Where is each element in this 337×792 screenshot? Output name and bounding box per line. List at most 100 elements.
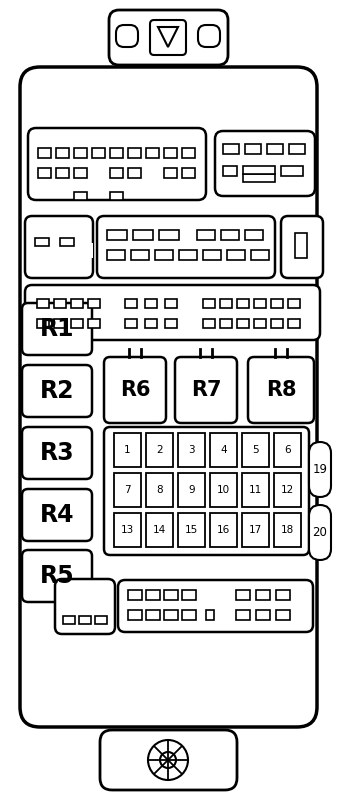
Bar [37,319,49,328]
FancyBboxPatch shape [118,580,313,632]
Bar [203,250,221,260]
Bar [145,299,157,308]
Bar [131,250,149,260]
Bar [88,299,100,308]
Text: 8: 8 [156,485,163,495]
Bar [71,319,83,328]
Bar [110,168,123,178]
Bar [71,299,83,308]
Bar [245,230,263,240]
Bar [178,473,205,507]
Bar [60,238,74,246]
Bar [223,166,237,176]
Text: 17: 17 [249,525,262,535]
Text: R1: R1 [40,317,74,341]
Bar [237,319,249,328]
Bar [178,433,205,467]
Text: R5: R5 [40,564,74,588]
Bar [88,319,100,328]
FancyBboxPatch shape [109,10,228,65]
Text: 13: 13 [121,525,134,535]
Bar [114,513,141,547]
Bar [251,250,269,260]
Bar [256,590,270,600]
Text: 20: 20 [312,526,328,539]
FancyBboxPatch shape [309,505,331,560]
Bar [271,319,283,328]
FancyBboxPatch shape [198,25,220,47]
Bar [155,250,173,260]
Bar [74,192,87,200]
Bar [164,168,177,178]
Bar [210,433,237,467]
Bar [128,590,142,600]
FancyBboxPatch shape [22,427,92,479]
FancyBboxPatch shape [150,20,186,55]
Text: 16: 16 [217,525,230,535]
Bar [164,148,177,158]
FancyBboxPatch shape [55,579,115,634]
Text: 10: 10 [217,485,230,495]
Bar [146,610,160,620]
FancyBboxPatch shape [22,365,92,417]
Bar [182,610,196,620]
Bar [182,590,196,600]
Bar [254,319,266,328]
FancyBboxPatch shape [309,442,331,497]
Bar [63,616,75,624]
FancyBboxPatch shape [248,357,314,423]
Bar [110,192,123,200]
FancyBboxPatch shape [281,216,323,278]
Text: 19: 19 [312,463,328,475]
Text: R4: R4 [40,503,74,527]
Bar [289,144,305,154]
Bar [206,610,214,620]
Bar [254,299,266,308]
FancyBboxPatch shape [22,550,92,602]
Bar [125,319,137,328]
Bar [220,299,232,308]
Text: R2: R2 [40,379,74,403]
Bar [242,473,269,507]
FancyBboxPatch shape [22,489,92,541]
Bar [182,148,195,158]
FancyBboxPatch shape [104,427,309,555]
FancyBboxPatch shape [25,216,93,278]
Text: R8: R8 [266,380,296,400]
Bar [236,590,250,600]
Bar [56,148,69,158]
Bar [178,513,205,547]
Bar [242,433,269,467]
Bar [37,299,49,308]
Bar [56,168,69,178]
Bar [146,148,159,158]
Bar [114,433,141,467]
Bar [38,168,51,178]
Bar [221,230,239,240]
Bar [267,144,283,154]
Bar [274,513,301,547]
Bar [114,473,141,507]
Bar [242,513,269,547]
Bar [237,299,249,308]
Bar [74,148,87,158]
Bar [197,230,215,240]
Bar [203,319,215,328]
Bar [276,590,290,600]
Bar [128,148,141,158]
FancyBboxPatch shape [20,67,317,727]
Bar [276,610,290,620]
Bar [210,473,237,507]
Bar [35,238,49,246]
Bar [274,473,301,507]
Text: 11: 11 [249,485,262,495]
Text: 3: 3 [188,445,195,455]
FancyBboxPatch shape [215,131,315,196]
Bar [164,590,178,600]
Bar [74,168,87,178]
FancyBboxPatch shape [22,303,92,355]
Bar [85,243,93,258]
Bar [220,319,232,328]
Text: 6: 6 [284,445,291,455]
Bar [133,230,153,240]
